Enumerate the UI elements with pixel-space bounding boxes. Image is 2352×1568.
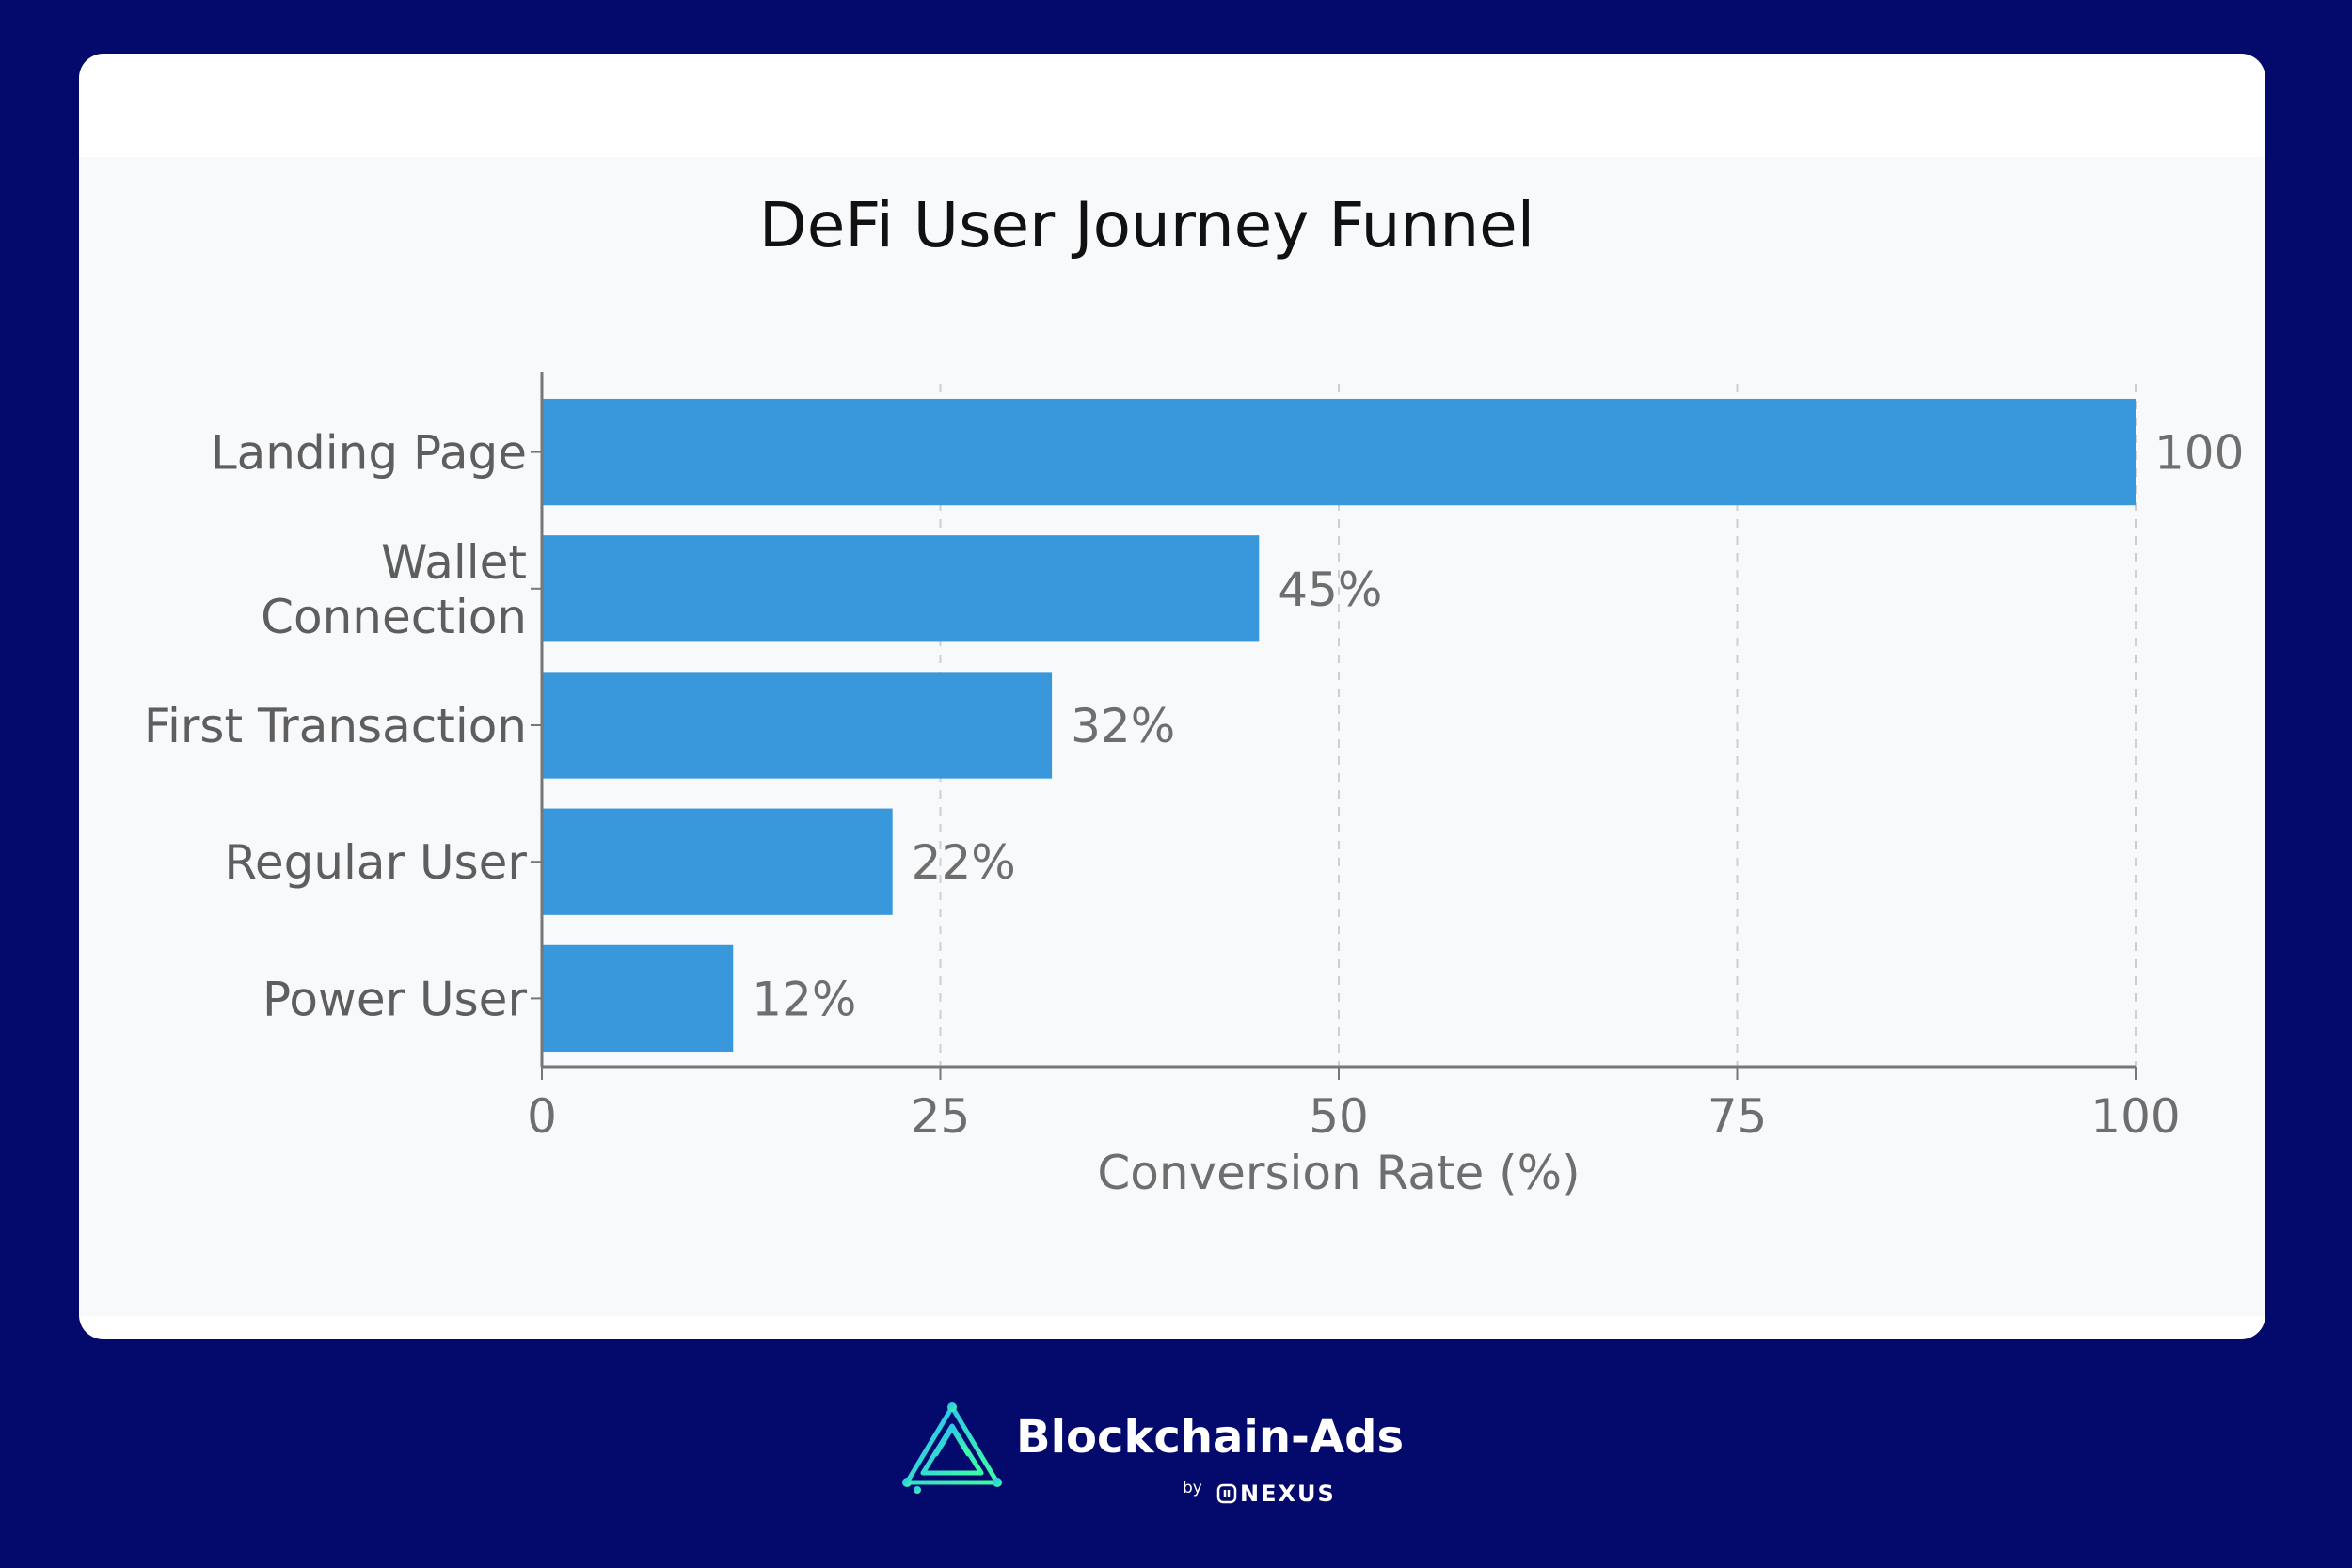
blockchain-ads-logo-icon	[902, 1402, 1002, 1494]
data-label: 45%	[1278, 562, 1382, 617]
chart-card: DeFi User Journey Funnel 100 Landing Page 4…	[79, 54, 2265, 1339]
category-label: Wallet	[381, 535, 527, 590]
bar	[542, 672, 1053, 779]
funnel-chart: DeFi User Journey Funnel 100 Landing Page 4…	[144, 189, 2245, 1200]
data-label: 22%	[912, 835, 1016, 890]
chart-title: DeFi User Journey Funnel	[759, 189, 1534, 261]
x-tick-label: 25	[911, 1089, 971, 1144]
brand-name: Blockchain-Ads	[1016, 1411, 1405, 1464]
brand-by: by	[1183, 1479, 1202, 1497]
data-label: 32%	[1071, 699, 1175, 753]
category-label: Regular User	[224, 835, 527, 890]
x-tick-label: 50	[1309, 1089, 1369, 1144]
bar	[542, 808, 893, 915]
x-tick-label: 75	[1708, 1089, 1768, 1144]
x-tick-label: 0	[527, 1089, 557, 1144]
data-label: 100	[2154, 426, 2244, 481]
bar	[542, 535, 1260, 642]
nexus-icon	[1216, 1483, 1237, 1504]
bar	[542, 944, 734, 1053]
plot-area	[79, 157, 2265, 1316]
data-label: 12%	[752, 972, 856, 1026]
category-label: Landing Page	[211, 426, 527, 481]
category-label: Connection	[261, 590, 527, 644]
brand-footer: Blockchain-Ads by NEXUS	[0, 1392, 2352, 1524]
x-tick-label: 100	[2090, 1089, 2180, 1144]
category-label: First Transaction	[144, 699, 527, 753]
x-axis-label: Conversion Rate (%)	[1097, 1146, 1580, 1200]
brand-partner: NEXUS	[1240, 1481, 1336, 1507]
category-label: Power User	[262, 972, 527, 1026]
bar	[542, 398, 2136, 506]
